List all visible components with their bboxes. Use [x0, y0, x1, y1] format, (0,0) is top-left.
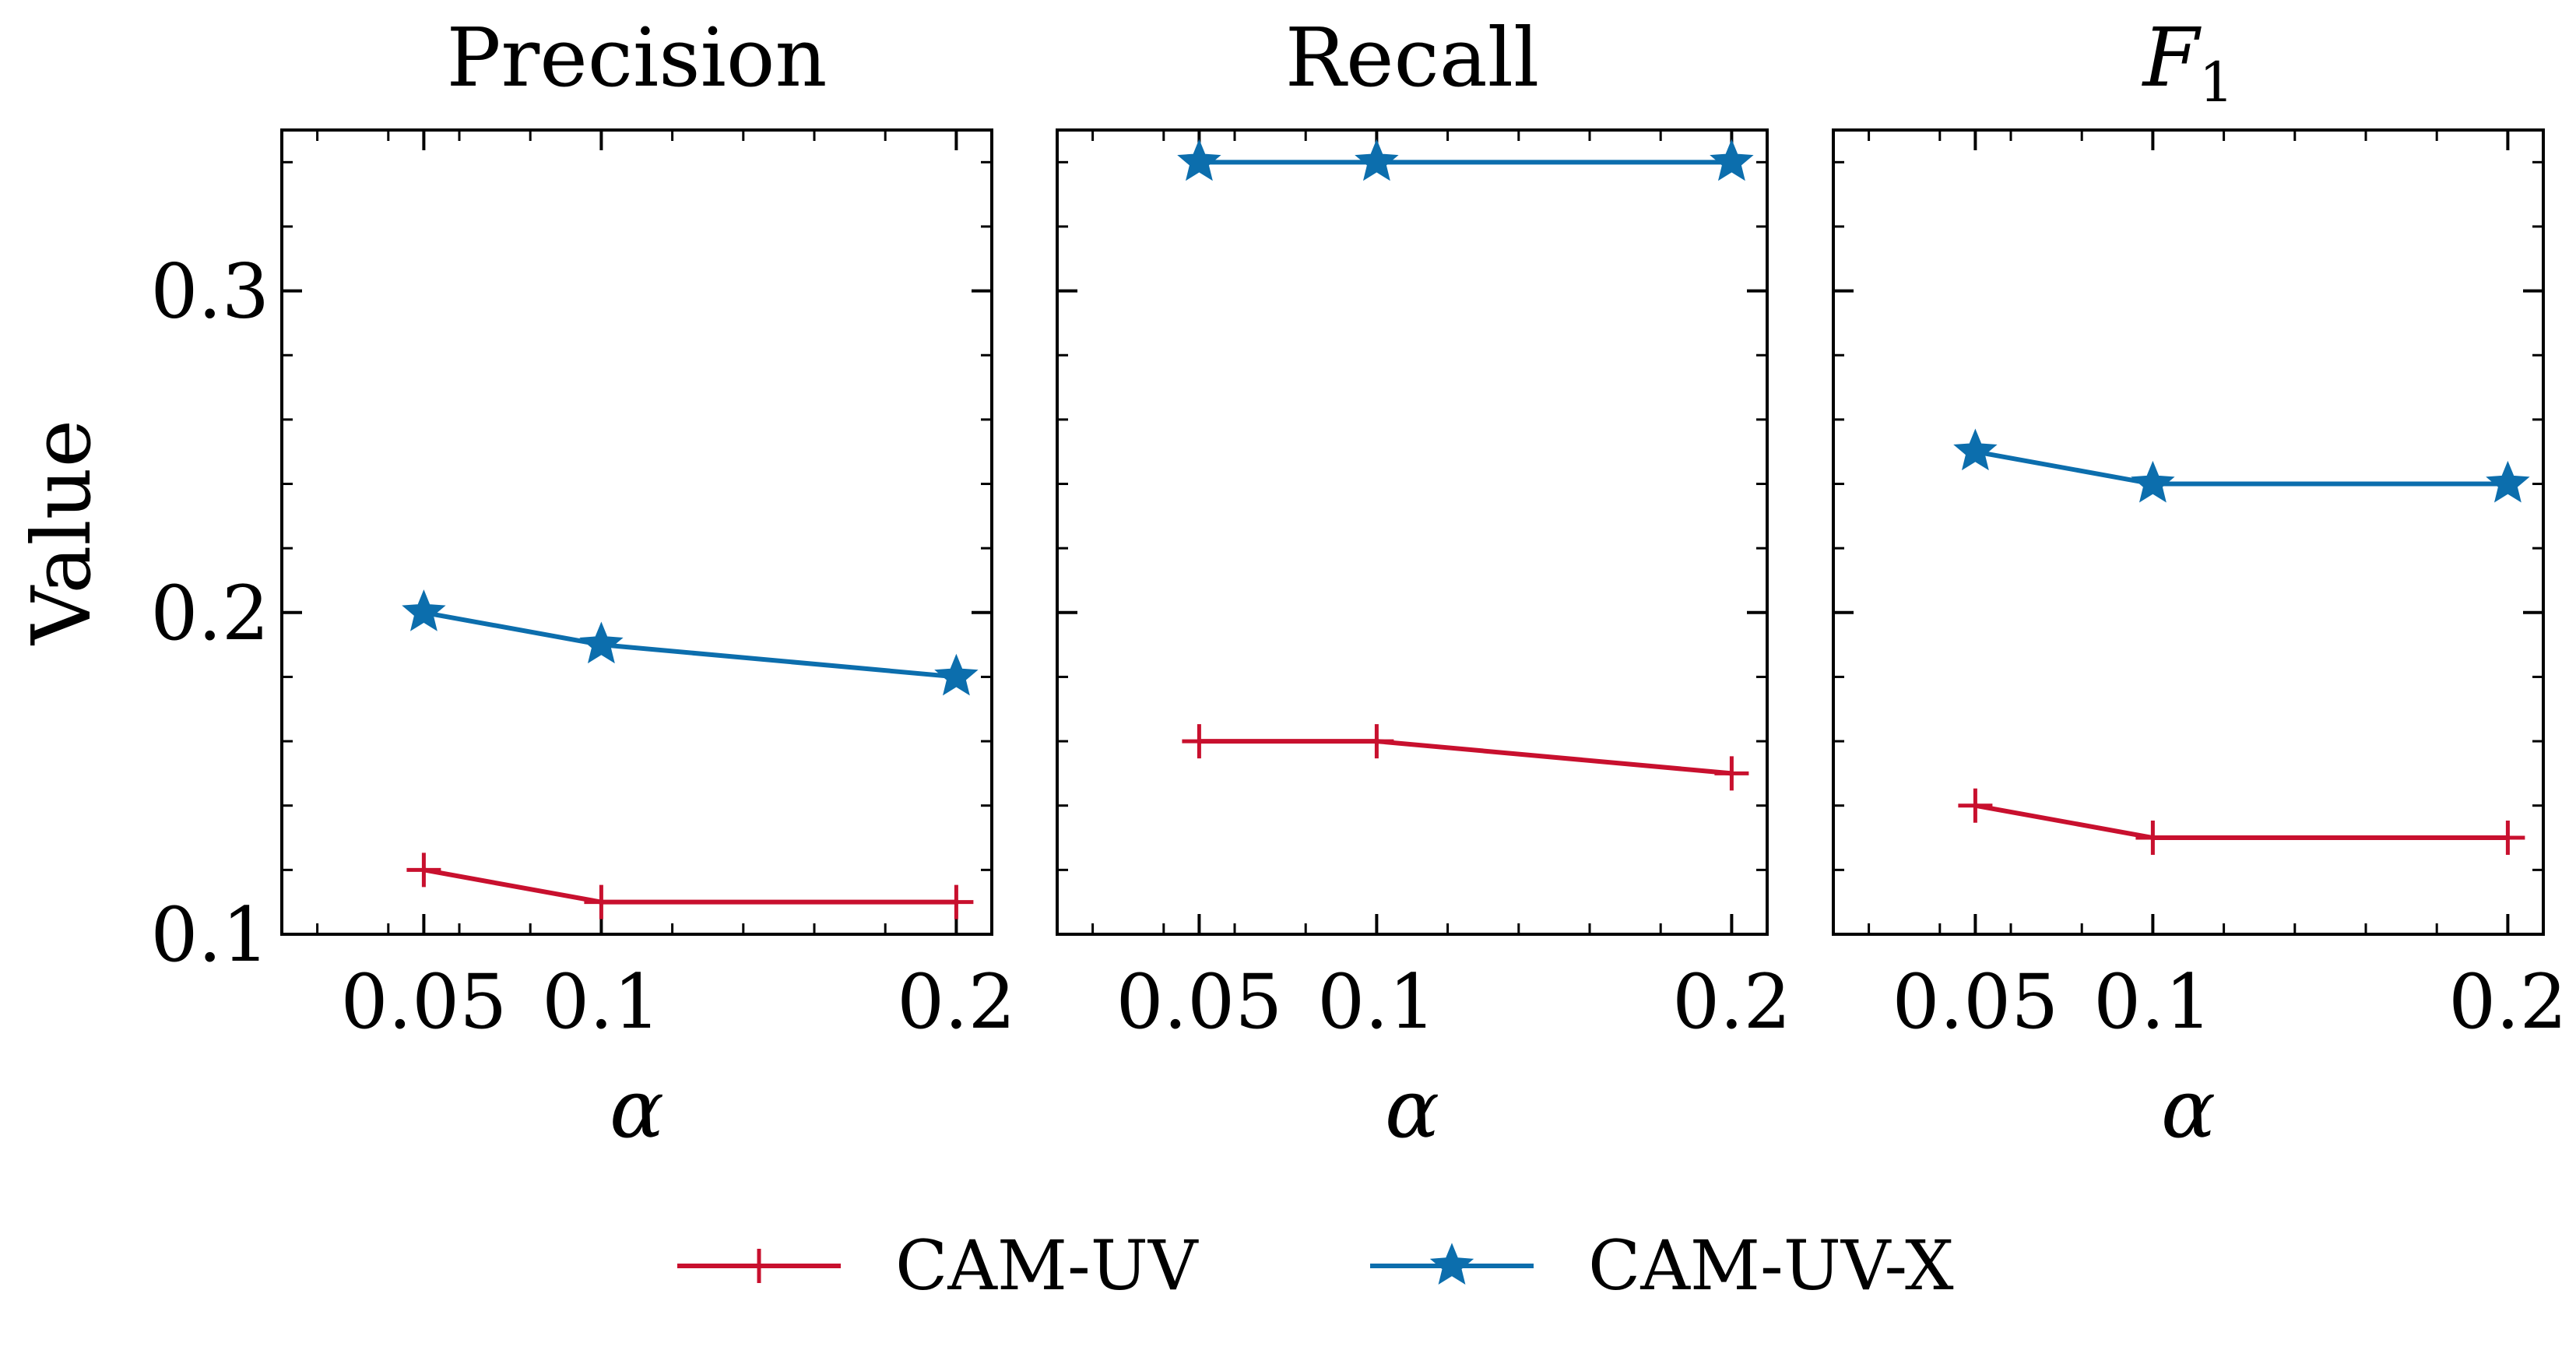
panel-title: Precision	[447, 10, 828, 105]
panel-1: 0.05 0.1 0.2 0.1 0.2 0.3 Precision α Value	[14, 10, 1016, 1156]
series-cam-uv-x	[402, 589, 979, 696]
plot-frame-1	[280, 128, 993, 936]
series-cam-uv-x	[1953, 428, 2530, 503]
data-point	[1359, 724, 1394, 759]
x-tick-label: 0.2	[897, 958, 1016, 1046]
data-point	[2131, 460, 2175, 503]
panel-title-main: F	[2142, 10, 2202, 105]
legend-item-cam-uv: CAM-UV	[677, 1225, 1199, 1306]
data-point	[402, 589, 446, 631]
data-point	[1355, 139, 1399, 181]
series-cam-uv-x	[1177, 139, 1754, 181]
data-point	[1710, 139, 1754, 181]
data-point	[584, 884, 619, 919]
legend-label: CAM-UV-X	[1588, 1225, 1954, 1306]
panel-title: F1	[2142, 10, 2234, 114]
series-line	[423, 610, 957, 680]
y-tick-label: 0.1	[150, 891, 269, 979]
legend-label: CAM-UV	[895, 1225, 1199, 1306]
y-tick-label: 0.3	[150, 248, 269, 336]
data-point	[934, 653, 979, 696]
x-tick-label: 0.05	[1892, 958, 2059, 1046]
legend-marker	[1429, 1243, 1474, 1285]
x-tick-label: 0.05	[341, 958, 508, 1046]
x-tick-label: 0.1	[542, 958, 661, 1046]
data-point	[1182, 724, 1217, 759]
data-point	[1714, 756, 1749, 791]
panel-2: 0.05 0.1 0.2 Recall α	[1056, 10, 1791, 1156]
x-axis-label: α	[1385, 1061, 1439, 1156]
data-point	[2135, 821, 2170, 856]
x-axis-label: α	[2161, 1061, 2216, 1156]
data-point	[2486, 460, 2530, 503]
series-cam-uv	[1958, 788, 2525, 856]
series-line	[1974, 449, 2508, 487]
data-point	[2490, 821, 2525, 856]
x-tick-label: 0.05	[1116, 958, 1283, 1046]
data-point	[579, 621, 624, 664]
data-point	[939, 884, 974, 919]
panel-3: 0.05 0.1 0.2 F1 α	[1832, 10, 2567, 1156]
legend-item-cam-uv-x: CAM-UV-X	[1370, 1225, 1954, 1306]
series-line	[1199, 739, 1732, 776]
data-point	[406, 853, 441, 888]
plot-frame-3	[1832, 128, 2545, 936]
x-tick-label: 0.1	[1317, 958, 1436, 1046]
legend-marker	[742, 1249, 776, 1283]
panel-title-subscript: 1	[2199, 51, 2234, 114]
series-line	[423, 867, 957, 905]
x-axis-label: α	[610, 1061, 664, 1156]
series-cam-uv	[406, 853, 974, 919]
y-axis-label: Value	[14, 420, 109, 646]
series-line	[1974, 803, 2508, 841]
x-tick-label: 0.2	[1672, 958, 1791, 1046]
series-cam-uv	[1182, 724, 1749, 791]
data-point	[1177, 139, 1221, 181]
data-point	[1958, 788, 1993, 823]
x-tick-label: 0.1	[2093, 958, 2212, 1046]
x-tick-label: 0.2	[2448, 958, 2567, 1046]
legend: CAM-UV CAM-UV-X	[677, 1225, 1954, 1306]
y-tick-label: 0.2	[150, 570, 269, 657]
data-point	[1953, 428, 1998, 471]
panel-title: Recall	[1285, 10, 1540, 105]
plot-frame-2	[1056, 128, 1769, 936]
